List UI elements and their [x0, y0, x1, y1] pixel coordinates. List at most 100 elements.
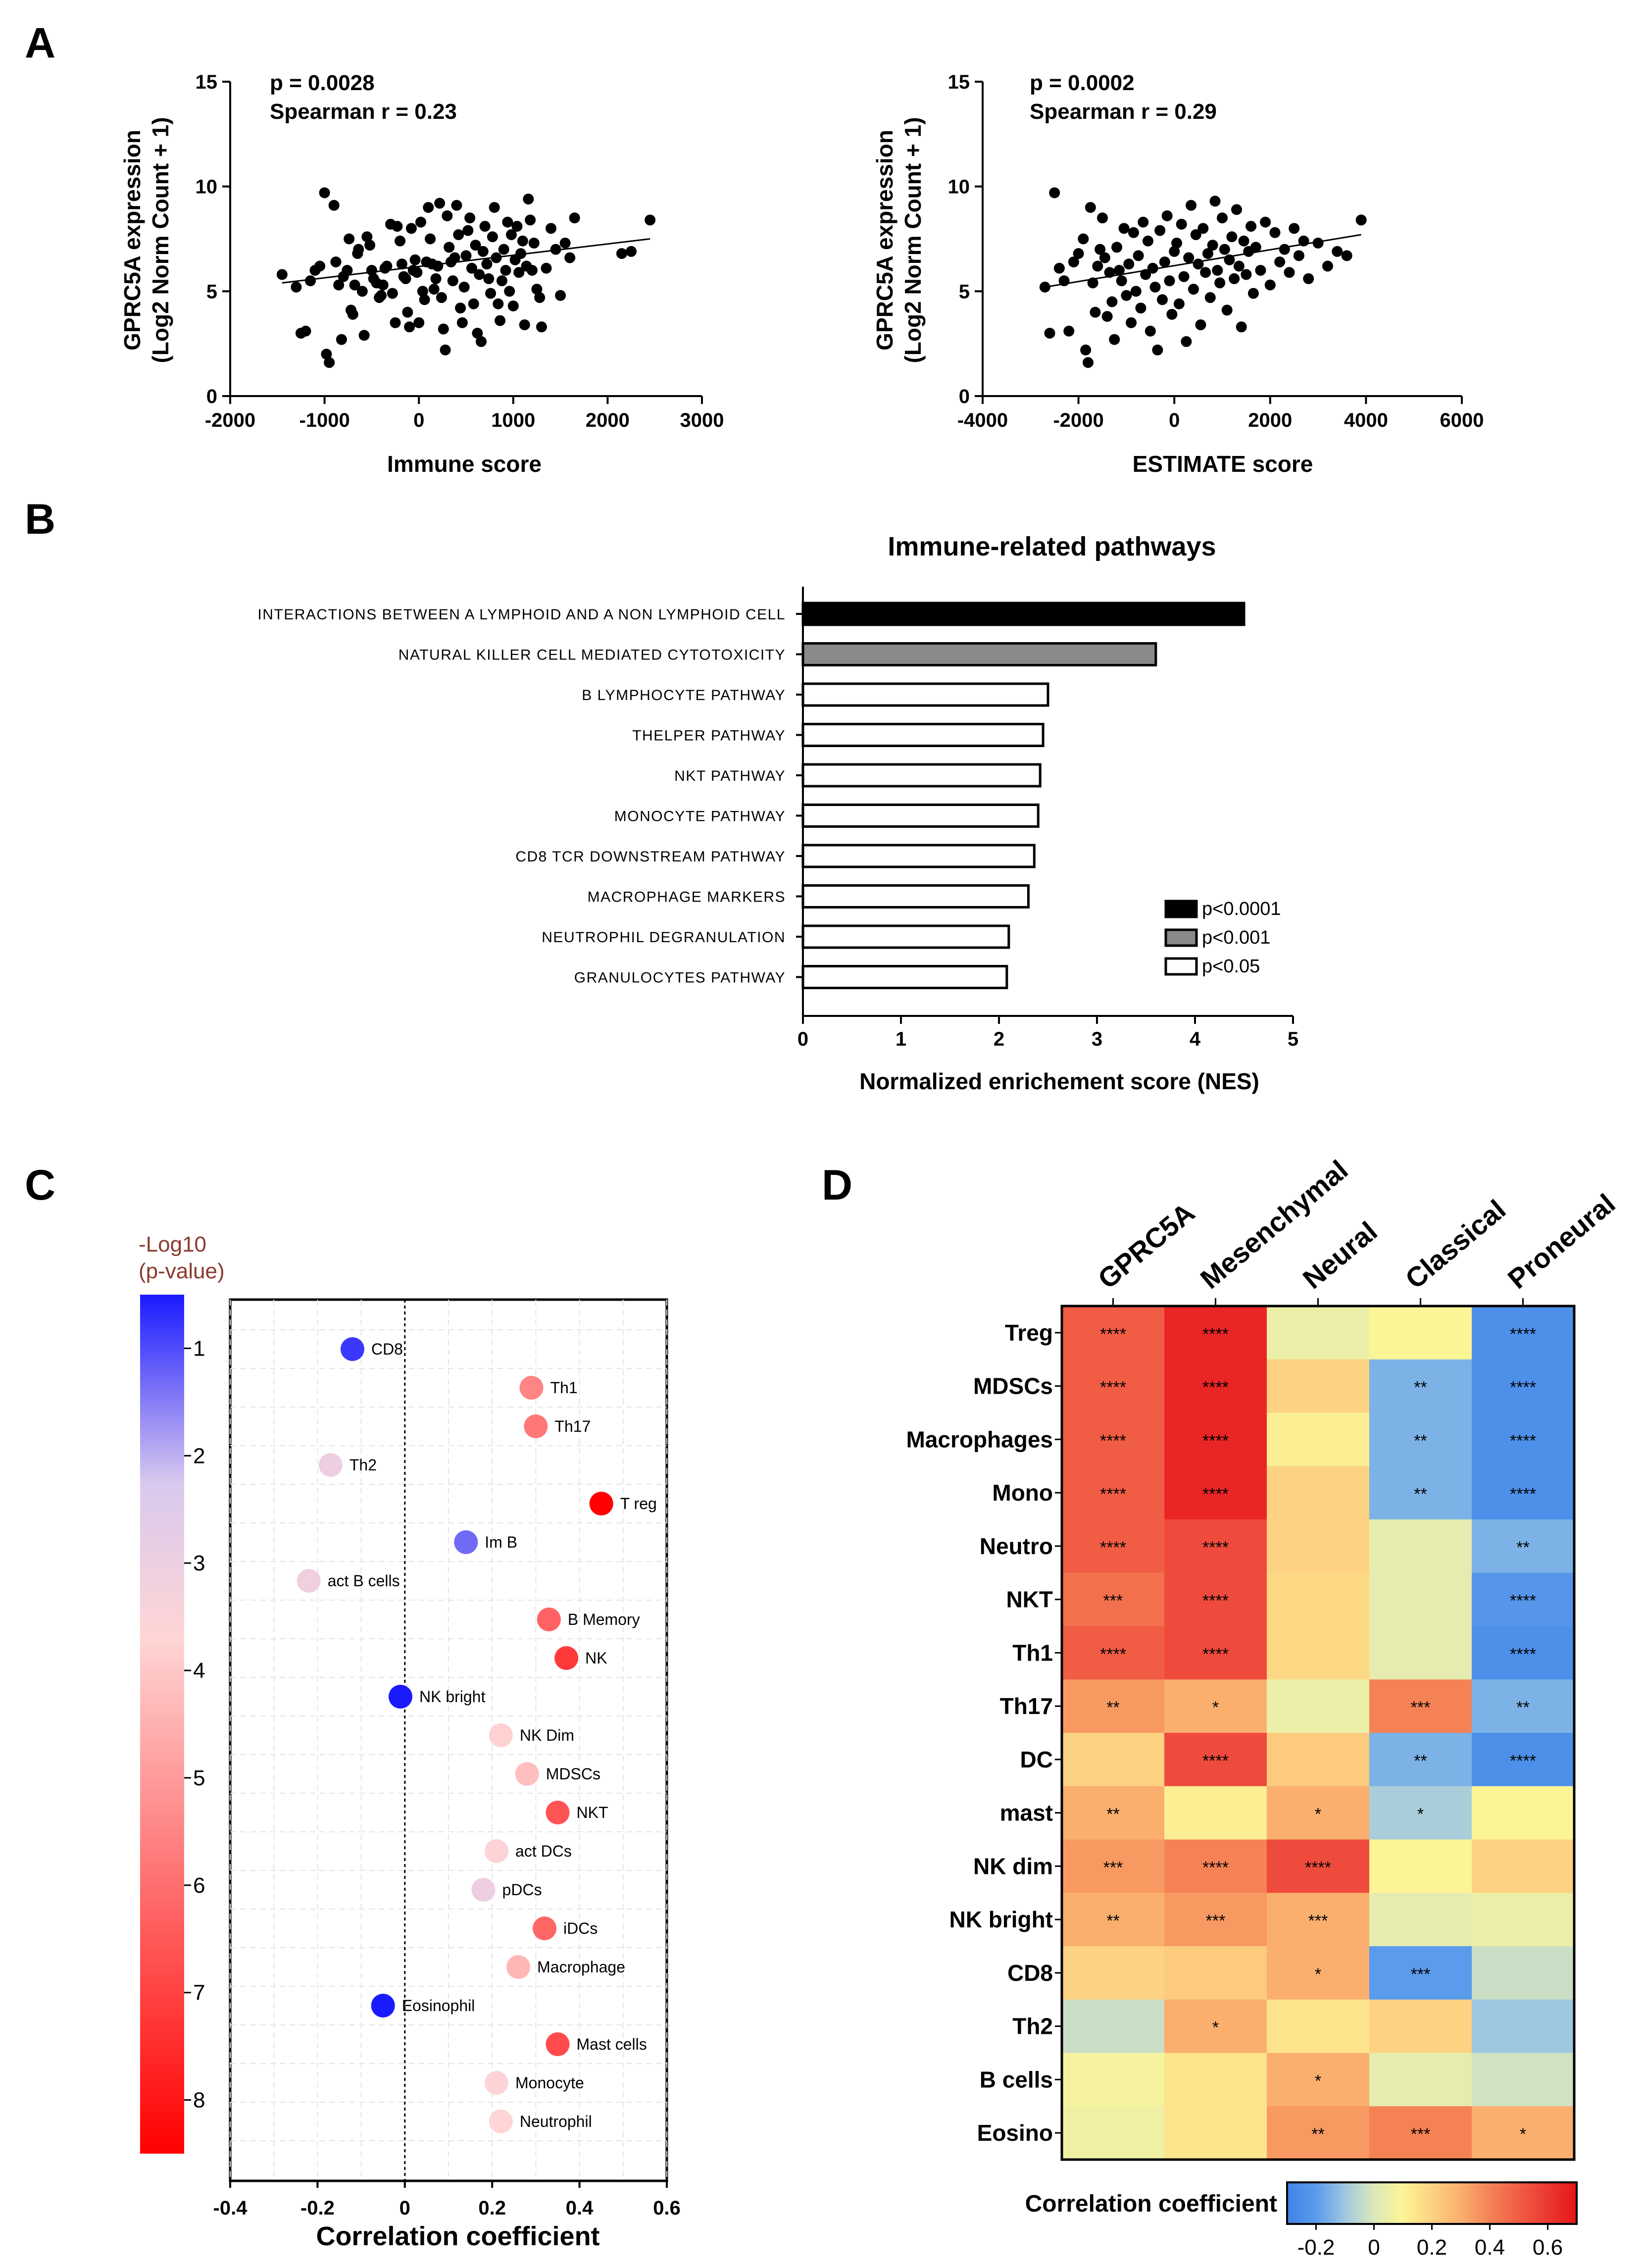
d-cell-stars: ** — [1106, 1698, 1119, 1717]
d-cell — [1472, 1786, 1575, 1840]
d-cell — [1267, 2106, 1370, 2160]
d-cell-stars: *** — [1411, 1965, 1431, 1984]
d-row-label: Treg — [1005, 1320, 1053, 1346]
c-xlabel: Correlation coefficient — [316, 2221, 599, 2251]
d-cell — [1472, 1626, 1575, 1680]
panel-label-c: C — [25, 1161, 56, 1209]
a1-point — [396, 258, 407, 270]
a2-point — [1229, 273, 1240, 284]
a2-point — [1049, 187, 1060, 199]
d-cell — [1369, 1679, 1472, 1733]
a2-point — [1126, 317, 1137, 328]
a1-point — [468, 298, 479, 309]
a1-point — [291, 281, 302, 293]
d-column-label: Proneural — [1502, 1188, 1621, 1295]
d-cell — [1267, 1306, 1370, 1360]
d-cell-stars: * — [1417, 1805, 1424, 1824]
d-cell — [1062, 1733, 1165, 1787]
a2-point — [1171, 237, 1183, 249]
d-cell-stars: *** — [1411, 1698, 1431, 1717]
a2-point — [1147, 262, 1158, 274]
d-cell-stars: ** — [1516, 1538, 1529, 1557]
a2-point — [1099, 252, 1110, 263]
b-x-tick-label: 2 — [994, 1028, 1004, 1050]
d-cell — [1062, 1519, 1165, 1573]
a1-point — [475, 336, 487, 347]
d-row-label: Macrophages — [906, 1426, 1053, 1452]
a2-point — [1111, 242, 1123, 253]
c-cell-label: B Memory — [568, 1611, 640, 1628]
a2-point — [1140, 269, 1151, 280]
d-cell-stars: * — [1520, 2125, 1526, 2144]
a1-point — [525, 214, 536, 226]
d-cell-stars: **** — [1510, 1752, 1536, 1770]
a2-point — [1204, 292, 1216, 303]
c-cell-label: Mast cells — [577, 2035, 647, 2053]
d-cell — [1164, 1733, 1267, 1787]
c-x-tick-label: -0.2 — [300, 2197, 335, 2219]
d-row-label: MDSCs — [973, 1373, 1053, 1399]
c-cell-point — [554, 1646, 579, 1670]
a1-point — [483, 273, 495, 284]
a1-point — [481, 258, 493, 270]
a1-point — [515, 248, 527, 259]
d-cell-stars: **** — [1510, 1592, 1536, 1611]
a1-point — [328, 200, 340, 211]
a1-point — [464, 212, 476, 224]
d-cell-stars: *** — [1103, 1858, 1123, 1877]
c-cell-point — [388, 1685, 412, 1709]
b-bar — [801, 844, 1036, 868]
a2-point — [1068, 256, 1079, 268]
a1-point — [411, 267, 423, 278]
d-cell-stars: *** — [1411, 2125, 1431, 2144]
d-cell-stars: **** — [1202, 1325, 1229, 1344]
a1-y-tick-label: 10 — [196, 176, 218, 198]
a2-ylabel-line2: (Log2 Norm Count + 1) — [900, 117, 926, 363]
d-row-label: Eosino — [977, 2120, 1053, 2146]
a2-point — [1149, 281, 1161, 293]
a1-x-tick-label: 0 — [413, 409, 424, 431]
d-cell — [1267, 1626, 1370, 1680]
d-cell-stars: **** — [1510, 1431, 1536, 1450]
b-x-tick-label: 0 — [797, 1028, 808, 1050]
a1-point — [387, 288, 398, 299]
a2-ylabel-line1: GPRC5A expression — [872, 130, 897, 351]
a1-point — [402, 306, 413, 318]
a1-point — [462, 225, 474, 236]
d-cell — [1164, 1519, 1267, 1573]
a1-xlabel: Immune score — [387, 451, 542, 477]
a2-point — [1214, 277, 1226, 289]
a1-point — [616, 248, 627, 259]
c-cell-label: Th17 — [554, 1417, 591, 1435]
d-colorbar: -0.2 0 0.2 0.4 0.6 — [1286, 2181, 1578, 2260]
a1-point — [455, 302, 466, 314]
c-colorbar-title-line1: -Log10 — [139, 1232, 206, 1257]
a1-point — [377, 279, 389, 291]
c-cell-point — [515, 1762, 539, 1786]
a1-point — [474, 269, 485, 280]
d-cell — [1267, 1946, 1370, 2000]
d-cell — [1164, 1466, 1267, 1520]
a2-point — [1289, 223, 1300, 234]
a1-point — [477, 246, 489, 257]
a1-point — [336, 334, 347, 345]
b-x-tick-label: 4 — [1190, 1028, 1201, 1050]
a2-point — [1197, 223, 1209, 234]
a2-point — [1221, 304, 1233, 316]
c-cell-point — [589, 1492, 613, 1515]
d-cell — [1267, 1466, 1370, 1520]
c-x-tick-label: -0.4 — [213, 2197, 248, 2219]
c-cell-point — [524, 1414, 548, 1438]
c-cell-label: Im B — [485, 1533, 517, 1551]
a1-ylabel-line2: (Log2 Norm Count + 1) — [148, 117, 173, 363]
c-cell-label: pDCs — [502, 1881, 542, 1899]
a1-point — [496, 275, 507, 287]
c-colorbar-scale — [140, 1295, 184, 2154]
d-cell-stars: **** — [1510, 1485, 1536, 1504]
d-cell — [1164, 1359, 1267, 1413]
a1-point — [456, 317, 468, 328]
a1-point — [358, 330, 370, 341]
a1-point — [436, 292, 447, 303]
c-cell-label: NK Dim — [520, 1726, 574, 1744]
